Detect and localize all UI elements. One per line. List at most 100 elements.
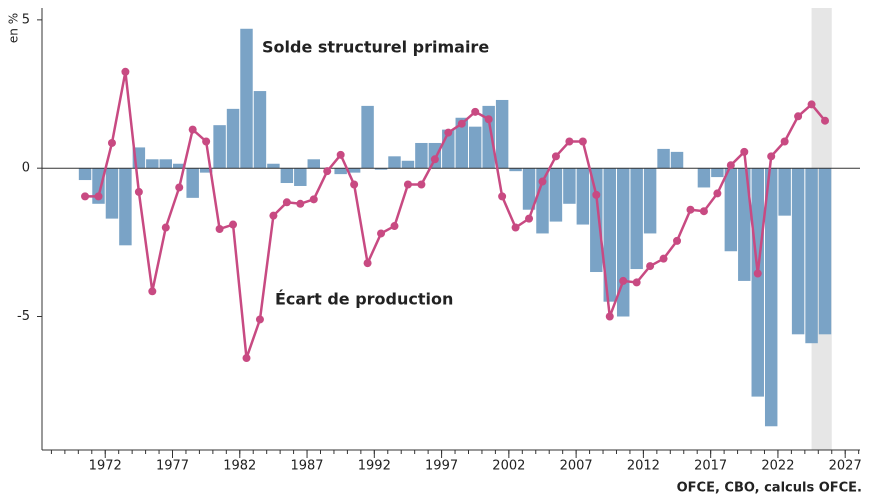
- series-label: Écart de production: [275, 290, 453, 309]
- line-point: [377, 229, 386, 238]
- line-point: [538, 177, 547, 186]
- x-tick-label: 2007: [560, 459, 593, 474]
- line-point: [578, 137, 587, 146]
- bar: [603, 168, 616, 302]
- y-axis-label: en %: [7, 13, 21, 43]
- line-point: [444, 128, 453, 137]
- line-point: [363, 259, 372, 268]
- bar: [549, 168, 563, 222]
- x-tick-label: 2027: [829, 459, 862, 474]
- x-tick-label: 1977: [156, 459, 189, 474]
- source: OFCE, CBO, calculs OFCE.: [677, 481, 862, 496]
- bar: [818, 168, 832, 335]
- bar: [495, 99, 509, 169]
- bar: [536, 168, 549, 234]
- line-point: [175, 183, 184, 192]
- x-tick-label: 2012: [627, 459, 660, 474]
- bar: [670, 151, 684, 169]
- bar: [657, 148, 670, 169]
- bar: [630, 168, 643, 270]
- series-label: Solde structurel primaire: [262, 38, 489, 57]
- bar: [522, 168, 536, 210]
- bar: [805, 168, 818, 344]
- bar: [509, 168, 522, 172]
- x-tick-label: 1987: [290, 459, 323, 474]
- line-point: [148, 287, 157, 296]
- bar: [643, 168, 657, 234]
- line-point: [336, 150, 345, 159]
- bar: [697, 168, 711, 188]
- y-tick-label: -5: [17, 309, 30, 324]
- bar: [334, 168, 347, 175]
- y-tick-label: 5: [22, 12, 30, 27]
- bar: [401, 160, 415, 169]
- line-point: [255, 315, 264, 324]
- line-point: [134, 187, 143, 196]
- line-point: [551, 152, 560, 161]
- bar: [146, 159, 159, 169]
- bar: [415, 142, 428, 169]
- x-tick-label: 1992: [358, 459, 391, 474]
- bar: [199, 168, 213, 173]
- bar: [361, 105, 374, 169]
- bar: [347, 168, 361, 173]
- line-point: [780, 137, 789, 146]
- bar: [267, 163, 280, 169]
- line-point: [269, 211, 278, 220]
- bar: [778, 168, 791, 216]
- line-point: [107, 138, 116, 147]
- line-point: [659, 254, 668, 263]
- bar: [280, 168, 294, 184]
- y-tick-label: 0: [22, 161, 30, 176]
- line-point: [525, 214, 534, 223]
- bar: [226, 108, 240, 169]
- line-point: [713, 189, 722, 198]
- line-point: [282, 198, 291, 207]
- bar: [764, 168, 778, 427]
- line-point: [242, 354, 251, 363]
- line-point: [403, 180, 412, 189]
- line-point: [296, 199, 305, 208]
- bar: [711, 168, 724, 178]
- line-point: [646, 262, 655, 271]
- bar: [563, 168, 576, 204]
- line-point: [81, 192, 90, 201]
- line-point: [726, 161, 735, 170]
- bar: [576, 168, 590, 225]
- bar: [468, 126, 482, 169]
- bar: [253, 91, 267, 169]
- bar: [307, 159, 320, 169]
- bar: [105, 168, 119, 219]
- x-tick-label: 2022: [761, 459, 794, 474]
- line-point: [202, 137, 211, 146]
- line-point: [390, 222, 399, 231]
- x-tick-label: 1997: [425, 459, 458, 474]
- line-point: [632, 278, 641, 287]
- line-point: [767, 152, 776, 161]
- x-tick-label: 1972: [89, 459, 122, 474]
- line-point: [686, 205, 695, 214]
- bar: [388, 156, 401, 169]
- x-tick-label: 2002: [492, 459, 525, 474]
- line-point: [807, 100, 816, 109]
- bar: [119, 168, 132, 246]
- line-point: [309, 195, 318, 204]
- bar: [294, 168, 307, 186]
- line-point: [457, 119, 466, 128]
- line-point: [619, 276, 628, 285]
- line-point: [161, 223, 170, 232]
- bar: [78, 168, 92, 181]
- bar: [738, 168, 751, 281]
- line-point: [699, 207, 708, 216]
- bar: [724, 168, 738, 252]
- bar: [590, 168, 603, 273]
- line-point: [215, 225, 224, 233]
- line-point: [229, 220, 238, 229]
- bar: [159, 159, 173, 169]
- line-point: [565, 137, 574, 146]
- bar: [751, 168, 764, 397]
- line-point: [94, 192, 103, 201]
- line-point: [121, 67, 130, 76]
- line-point: [753, 269, 762, 278]
- x-tick-label: 1982: [223, 459, 256, 474]
